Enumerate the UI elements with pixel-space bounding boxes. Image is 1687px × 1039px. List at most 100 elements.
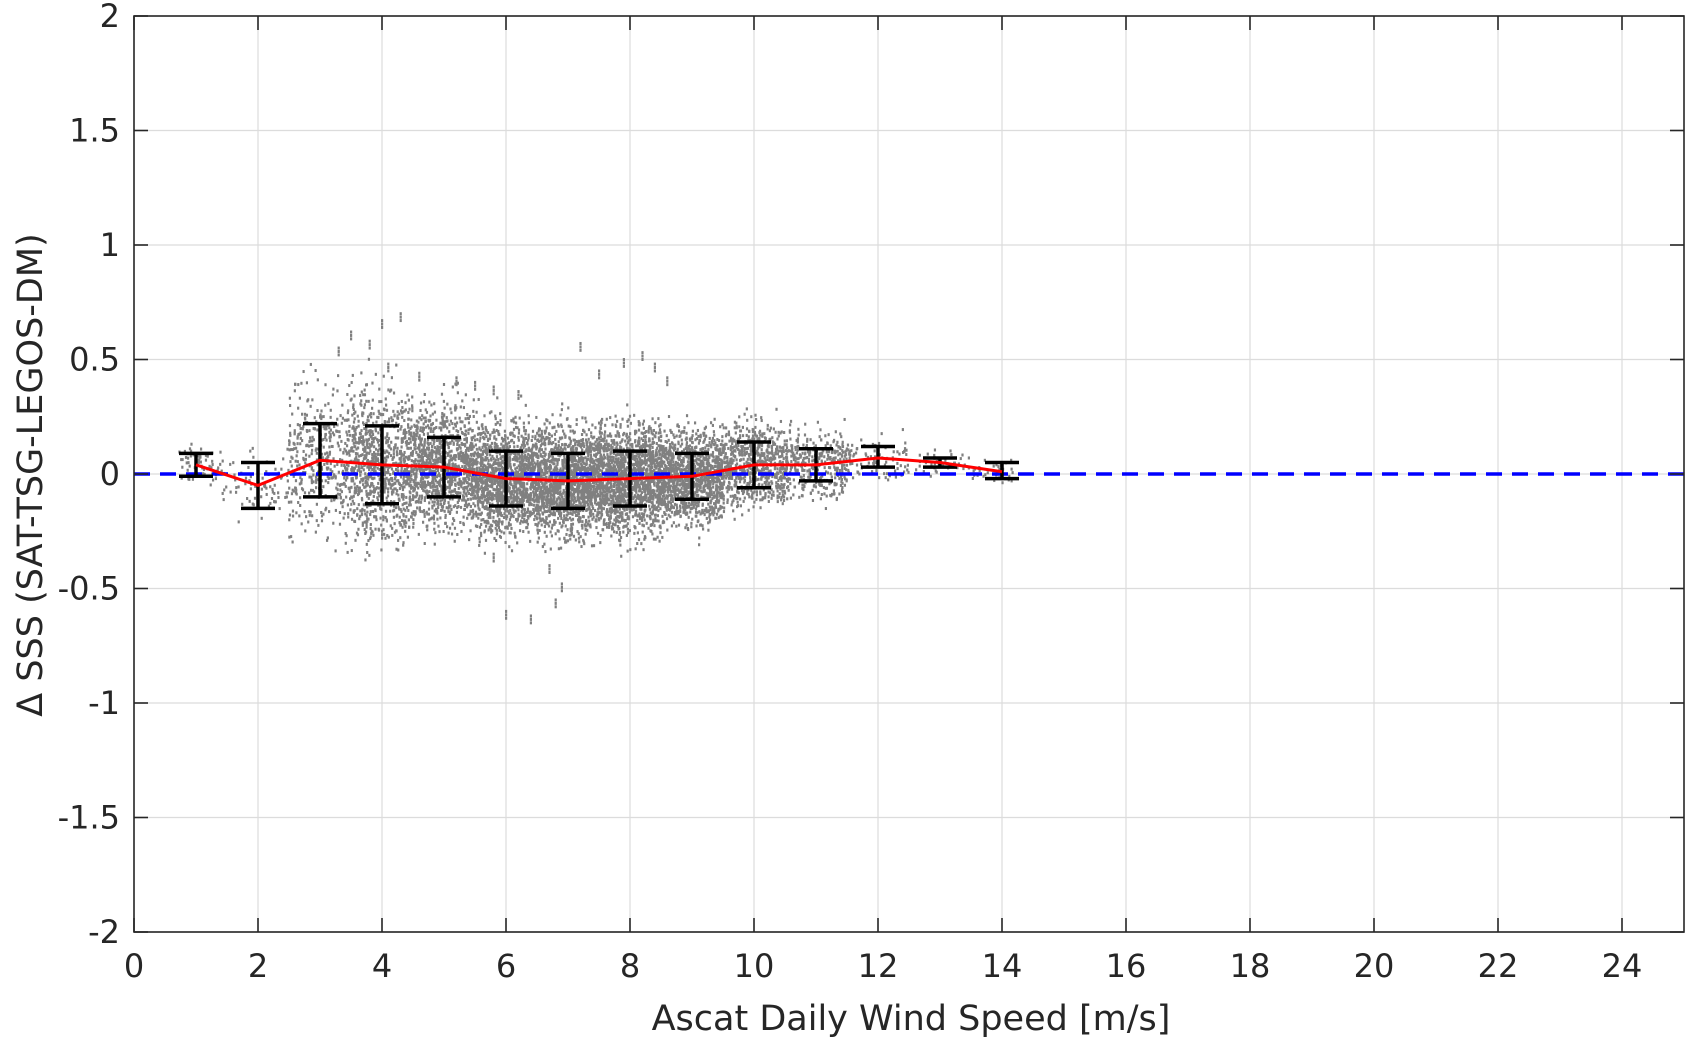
scatter-point [495, 528, 498, 532]
scatter-point [351, 476, 354, 480]
scatter-point [372, 459, 375, 463]
scatter-point [499, 493, 502, 497]
scatter-point [448, 483, 451, 487]
scatter-point [478, 447, 481, 451]
scatter-point [385, 471, 388, 475]
scatter-point [350, 485, 353, 489]
scatter-point [463, 438, 466, 442]
scatter-point [397, 481, 400, 485]
scatter-point [530, 466, 533, 470]
scatter-point [364, 532, 367, 536]
scatter-point [385, 458, 388, 462]
scatter-point [585, 468, 588, 472]
scatter-point [378, 412, 381, 416]
scatter-point [585, 500, 588, 504]
scatter-point [471, 461, 475, 465]
scatter-point [520, 443, 524, 447]
scatter-point [519, 521, 522, 525]
scatter-point [427, 475, 430, 479]
scatter-point [338, 435, 341, 439]
scatter-point [365, 443, 369, 447]
scatter-point [575, 459, 578, 463]
scatter-point [545, 485, 549, 489]
scatter-point [559, 446, 563, 450]
scatter-point [394, 506, 398, 510]
scatter-point [320, 409, 323, 413]
scatter-point [482, 491, 485, 495]
scatter-point [513, 474, 516, 478]
scatter-point [582, 458, 585, 462]
scatter-point [391, 457, 394, 461]
scatter-point [571, 448, 574, 452]
scatter-point [416, 506, 419, 510]
scatter-point [559, 501, 563, 505]
scatter-point [580, 433, 584, 437]
scatter-point [353, 520, 357, 524]
scatter-point [357, 459, 360, 463]
scatter-point [410, 515, 413, 519]
scatter-point [363, 440, 366, 444]
scatter-point [415, 482, 418, 486]
scatter-point [586, 528, 589, 532]
scatter-point [370, 482, 374, 486]
scatter-point [556, 450, 559, 454]
scatter-point [441, 416, 444, 420]
scatter-point [387, 471, 390, 475]
scatter-point [452, 442, 455, 446]
scatter-point [499, 423, 502, 427]
scatter-point [513, 489, 516, 493]
scatter-point [464, 453, 467, 457]
scatter-point [585, 449, 588, 453]
scatter-point [424, 475, 427, 479]
scatter-point [378, 494, 381, 498]
scatter-point [352, 441, 355, 445]
scatter-point [418, 416, 421, 420]
scatter-point [429, 427, 433, 431]
scatter-point [534, 498, 537, 502]
scatter-point [588, 496, 591, 500]
scatter-point [535, 454, 538, 458]
scatter-point [521, 516, 524, 520]
scatter-point [580, 545, 583, 549]
scatter-point [420, 497, 423, 501]
scatter-point [571, 474, 574, 478]
scatter-point [414, 512, 417, 516]
scatter-point [502, 438, 505, 442]
scatter-point [340, 490, 343, 494]
scatter-point [468, 488, 471, 492]
scatter-point [472, 496, 475, 500]
scatter-point [310, 448, 314, 452]
scatter-point [484, 481, 487, 485]
scatter-point [426, 424, 430, 428]
scatter-point [426, 512, 429, 516]
scatter-point [537, 504, 540, 508]
scatter-point [510, 512, 513, 516]
scatter-point [402, 514, 405, 518]
scatter-point [582, 428, 585, 432]
scatter-point [390, 490, 394, 494]
scatter-point [559, 514, 562, 518]
scatter-point [363, 509, 366, 513]
scatter-point [303, 416, 307, 420]
scatter-point [310, 475, 313, 479]
scatter-point [384, 516, 387, 520]
scatter-point [582, 538, 585, 542]
scatter-point [362, 447, 365, 451]
scatter-point [353, 482, 356, 486]
scatter-point [372, 494, 375, 498]
scatter-point [402, 481, 405, 485]
scatter-point [376, 498, 380, 502]
scatter-point [404, 433, 407, 437]
scatter-point [367, 437, 371, 441]
scatter-point [440, 443, 443, 447]
scatter-point [439, 428, 443, 432]
scatter-point [382, 515, 385, 519]
scatter-point [531, 456, 534, 460]
scatter-point [449, 504, 452, 508]
scatter-point [442, 414, 445, 418]
scatter-point [484, 445, 487, 449]
scatter-point [393, 500, 396, 504]
scatter-point [364, 472, 367, 476]
scatter-point [585, 433, 588, 437]
scatter-point [505, 517, 508, 521]
